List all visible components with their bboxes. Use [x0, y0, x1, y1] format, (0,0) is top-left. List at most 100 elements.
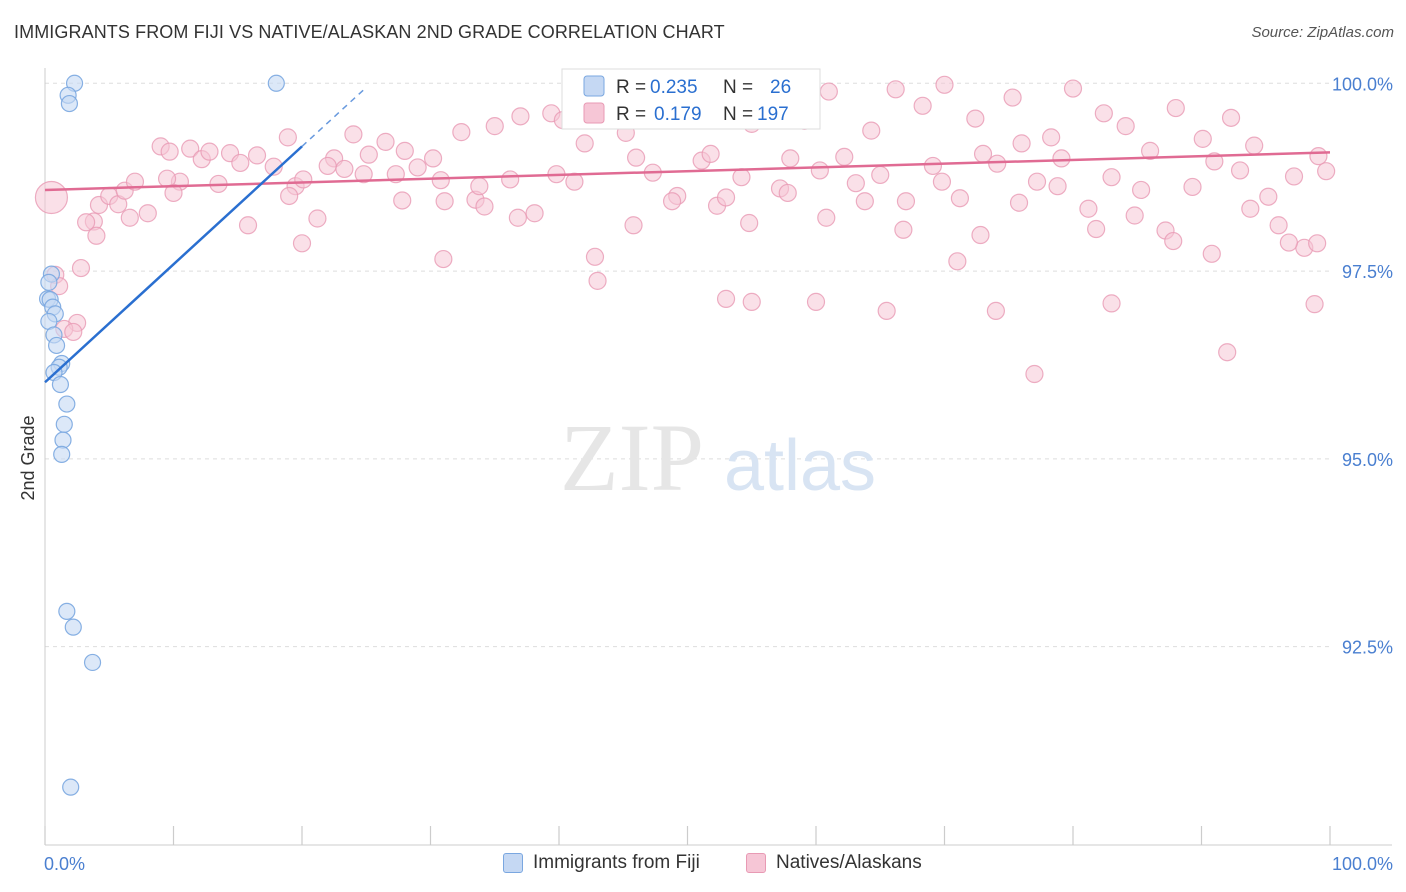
legend-item-natives[interactable]: Natives/Alaskans — [746, 852, 922, 874]
point-natives-alaskans — [294, 170, 313, 189]
series-immigrants-from-fiji — [38, 74, 285, 796]
point-natives-alaskans — [1317, 162, 1336, 181]
point-natives-alaskans — [408, 158, 427, 177]
point-immigrants-from-fiji — [62, 778, 80, 796]
watermark-zip: ZIP — [560, 404, 704, 511]
point-natives-alaskans — [1094, 104, 1113, 123]
point-natives-alaskans — [846, 174, 865, 193]
point-natives-alaskans — [359, 145, 378, 164]
point-natives-alaskans — [308, 209, 327, 228]
point-natives-alaskans — [988, 154, 1007, 173]
point-natives-alaskans — [335, 159, 354, 179]
point-natives-alaskans — [935, 75, 954, 94]
point-natives-alaskans — [318, 156, 337, 176]
point-natives-alaskans — [200, 142, 219, 161]
point-immigrants-from-fiji — [83, 653, 102, 672]
point-natives-alaskans — [485, 117, 504, 136]
point-natives-alaskans — [120, 208, 139, 227]
point-natives-alaskans — [1027, 172, 1047, 191]
point-natives-alaskans — [1003, 88, 1022, 107]
point-natives-alaskans — [588, 271, 607, 290]
point-natives-alaskans — [435, 192, 454, 211]
point-natives-alaskans — [501, 170, 520, 189]
point-natives-alaskans — [431, 171, 450, 190]
point-immigrants-from-fiji — [51, 375, 70, 394]
point-natives-alaskans — [862, 121, 881, 140]
trend-line-immigrants-from-fiji — [44, 145, 303, 384]
point-natives-alaskans — [64, 322, 83, 342]
point-natives-alaskans — [87, 226, 106, 245]
point-natives-alaskans — [376, 132, 395, 151]
point-natives-alaskans — [1052, 149, 1071, 168]
y-tick-label: 97.5% — [1342, 262, 1393, 282]
point-natives-alaskans — [1284, 167, 1304, 186]
point-natives-alaskans — [817, 208, 836, 227]
point-natives-alaskans — [1245, 136, 1264, 155]
point-natives-alaskans — [1063, 79, 1083, 98]
point-natives-alaskans — [1025, 364, 1044, 384]
point-natives-alaskans — [662, 192, 682, 211]
point-immigrants-from-fiji — [55, 415, 73, 433]
point-natives-alaskans — [585, 247, 605, 266]
trend-extension-immigrants-from-fiji — [301, 86, 367, 147]
point-natives-alaskans — [740, 213, 759, 233]
point-immigrants-from-fiji — [47, 336, 66, 355]
legend-label-fiji: Immigrants from Fiji — [533, 852, 700, 873]
point-natives-alaskans — [34, 180, 69, 215]
trend-line-natives-alaskans — [44, 151, 1331, 192]
legend-r-label-pink: R = — [616, 104, 646, 125]
point-natives-alaskans — [1202, 244, 1221, 263]
point-natives-alaskans — [1279, 233, 1298, 252]
point-natives-alaskans — [1125, 206, 1144, 225]
point-immigrants-from-fiji — [267, 74, 285, 92]
point-natives-alaskans — [138, 204, 157, 223]
point-natives-alaskans — [810, 161, 829, 180]
point-natives-alaskans — [470, 177, 489, 196]
point-natives-alaskans — [1048, 177, 1067, 196]
point-immigrants-from-fiji — [53, 445, 71, 463]
point-natives-alaskans — [781, 149, 800, 168]
point-natives-alaskans — [125, 172, 145, 191]
y-axis-label: 2nd Grade — [18, 415, 38, 500]
point-natives-alaskans — [716, 188, 736, 207]
point-natives-alaskans — [565, 172, 584, 191]
point-natives-alaskans — [1305, 295, 1324, 314]
point-natives-alaskans — [1132, 180, 1151, 200]
point-natives-alaskans — [1221, 108, 1241, 127]
legend-n-label-pink: N = — [723, 104, 753, 125]
point-natives-alaskans — [1241, 199, 1260, 218]
point-natives-alaskans — [1269, 216, 1288, 235]
point-immigrants-from-fiji — [60, 94, 79, 113]
point-natives-alaskans — [1102, 168, 1121, 187]
point-natives-alaskans — [1140, 141, 1160, 160]
legend-swatch-fiji — [503, 853, 523, 873]
point-natives-alaskans — [1102, 294, 1121, 313]
point-natives-alaskans — [160, 142, 179, 161]
series-natives-alaskans — [34, 75, 1336, 384]
point-natives-alaskans — [344, 125, 363, 144]
point-natives-alaskans — [894, 220, 913, 239]
point-natives-alaskans — [231, 153, 250, 173]
point-natives-alaskans — [742, 292, 761, 311]
point-natives-alaskans — [1218, 343, 1237, 362]
point-natives-alaskans — [264, 157, 283, 176]
legend-n-label-blue: N = — [723, 77, 753, 98]
point-natives-alaskans — [1087, 219, 1106, 239]
point-immigrants-from-fiji — [54, 431, 72, 449]
legend-swatch-blue — [583, 75, 605, 97]
y-tick-label: 100.0% — [1332, 74, 1393, 94]
point-natives-alaskans — [819, 82, 838, 101]
point-natives-alaskans — [77, 213, 96, 232]
point-natives-alaskans — [247, 146, 267, 165]
point-natives-alaskans — [181, 139, 200, 158]
point-natives-alaskans — [575, 134, 594, 153]
point-natives-alaskans — [280, 186, 299, 206]
point-natives-alaskans — [948, 252, 967, 271]
y-tick-label: 92.5% — [1342, 638, 1393, 658]
point-natives-alaskans — [971, 225, 990, 245]
point-natives-alaskans — [71, 258, 91, 278]
legend-item-fiji[interactable]: Immigrants from Fiji — [503, 852, 700, 874]
point-natives-alaskans — [452, 123, 471, 142]
point-natives-alaskans — [164, 183, 183, 203]
